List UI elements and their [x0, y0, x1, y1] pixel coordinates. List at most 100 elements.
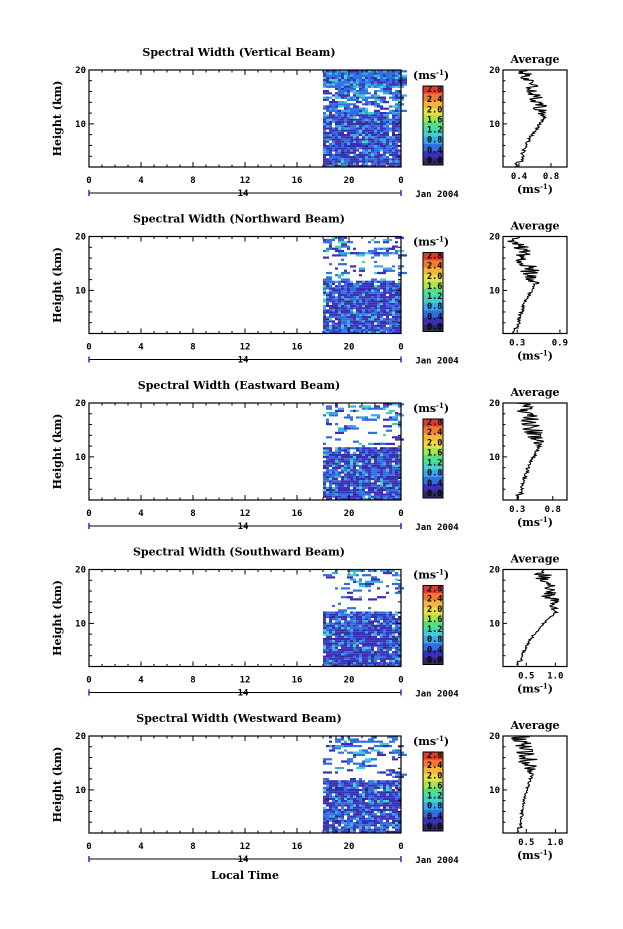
- heatmap-cell: [374, 653, 377, 656]
- heatmap-cell: [371, 162, 374, 165]
- heatmap-cell: [362, 633, 365, 636]
- heatmap-cell: [344, 156, 347, 159]
- heatmap-cell: [347, 782, 350, 785]
- heatmap-cell: [356, 624, 359, 627]
- heatmap-cell: [359, 458, 362, 461]
- heatmap-cell: [374, 109, 380, 112]
- heatmap-cell: [368, 664, 371, 667]
- heatmap-cell: [383, 469, 386, 472]
- heatmap-cell: [356, 482, 359, 485]
- heatmap-cells: [323, 569, 404, 667]
- heatmap-cell: [323, 311, 326, 314]
- heatmap-cell: [341, 164, 344, 167]
- heatmap-cell: [398, 631, 401, 634]
- heatmap-cell: [389, 626, 392, 630]
- x-tick-label: 0: [86, 343, 91, 353]
- heatmap-cell: [386, 769, 389, 772]
- heatmap-cell: [347, 655, 350, 658]
- heatmap-cell: [398, 773, 407, 776]
- heatmap-cell: [398, 480, 401, 483]
- heatmap-cell: [389, 456, 392, 459]
- heatmap-cell: [341, 296, 344, 299]
- heatmap-cell: [365, 291, 368, 294]
- heatmap-cell: [356, 613, 359, 616]
- heatmap-cell: [377, 458, 380, 461]
- heatmap-cell: [371, 817, 374, 820]
- colorbar-swatch: [423, 642, 443, 651]
- heatmap-cell: [335, 657, 338, 660]
- heatmap-cell: [350, 151, 353, 154]
- heatmap-cell: [344, 626, 347, 630]
- heatmap-cell: [374, 804, 377, 807]
- heatmap-cell: [353, 331, 356, 334]
- heatmap-cell: [380, 127, 383, 130]
- heatmap-cell: [398, 313, 401, 316]
- heatmap-cell: [323, 662, 326, 665]
- heatmap-cell: [377, 797, 380, 800]
- heatmap-cell: [380, 475, 383, 478]
- heatmap-cell: [332, 149, 335, 152]
- heatmap-cell: [338, 615, 341, 619]
- heatmap-cell: [362, 81, 365, 84]
- heatmap-cell: [344, 145, 347, 148]
- heatmap-cell: [368, 311, 371, 314]
- heatmap-cell: [329, 795, 332, 798]
- heatmap-cell: [356, 149, 359, 152]
- heatmap-cell: [389, 615, 392, 619]
- heatmap-cell: [374, 453, 377, 456]
- heatmap-cell: [383, 293, 386, 297]
- heatmap-cell: [365, 416, 368, 419]
- heatmap-cell: [371, 320, 374, 323]
- heatmap-cell: [398, 254, 407, 257]
- heatmap-cell: [383, 326, 386, 330]
- heatmap-cell: [377, 331, 380, 334]
- heatmap-cell: [398, 309, 401, 312]
- heatmap-cell: [338, 296, 341, 299]
- heatmap-cell: [380, 156, 383, 159]
- heatmap-cell: [371, 569, 377, 572]
- average-curve: [507, 236, 540, 335]
- heatmap-cell: [362, 491, 365, 494]
- heatmap-cell: [389, 830, 392, 833]
- heatmap-cell: [371, 653, 374, 656]
- heatmap-cell: [362, 797, 365, 800]
- colorbar-tick-label: 0.8: [427, 136, 442, 146]
- heatmap-cell: [359, 123, 362, 126]
- heatmap-cell: [356, 464, 359, 467]
- heatmap-cell: [329, 615, 332, 619]
- heatmap-cell: [344, 147, 347, 150]
- heatmap-cell: [350, 302, 353, 305]
- heatmap-cell: [350, 615, 353, 619]
- heatmap-cell: [338, 475, 341, 478]
- heatmap-cell: [341, 140, 344, 143]
- colorbar-unit: (ms-1): [413, 235, 449, 249]
- heatmap-cell: [341, 329, 344, 332]
- heatmap-cell: [329, 460, 332, 463]
- heatmap-cell: [323, 644, 326, 647]
- heatmap-cell: [338, 409, 341, 412]
- heatmap-cell: [368, 442, 374, 445]
- heatmap-cell: [344, 664, 347, 667]
- heatmap-cell: [356, 449, 359, 452]
- heatmap-cell: [371, 120, 374, 123]
- colorbar-tick-label: 2.4: [427, 428, 442, 438]
- heatmap-cell: [386, 633, 389, 636]
- heatmap-cell: [371, 811, 374, 814]
- heatmap-cell: [368, 407, 377, 410]
- heatmap-cell: [395, 79, 398, 82]
- x-tick-label: 12: [240, 509, 251, 519]
- heatmap-cell: [347, 309, 350, 312]
- colorbar-swatch: [423, 136, 443, 144]
- heatmap-cell: [398, 280, 401, 283]
- heatmap-cell: [353, 793, 356, 796]
- heatmap-cell: [329, 622, 332, 625]
- heatmap-cell: [347, 493, 350, 496]
- heatmap-cell: [368, 633, 371, 636]
- heatmap-cell: [365, 626, 368, 630]
- heatmap-cell: [371, 131, 374, 134]
- heatmap-cell: [329, 127, 332, 130]
- heatmap-cell: [350, 497, 353, 500]
- heatmap-cell: [356, 326, 359, 330]
- heatmap-cell: [359, 830, 362, 833]
- date-label: Jan 2004: [415, 357, 459, 367]
